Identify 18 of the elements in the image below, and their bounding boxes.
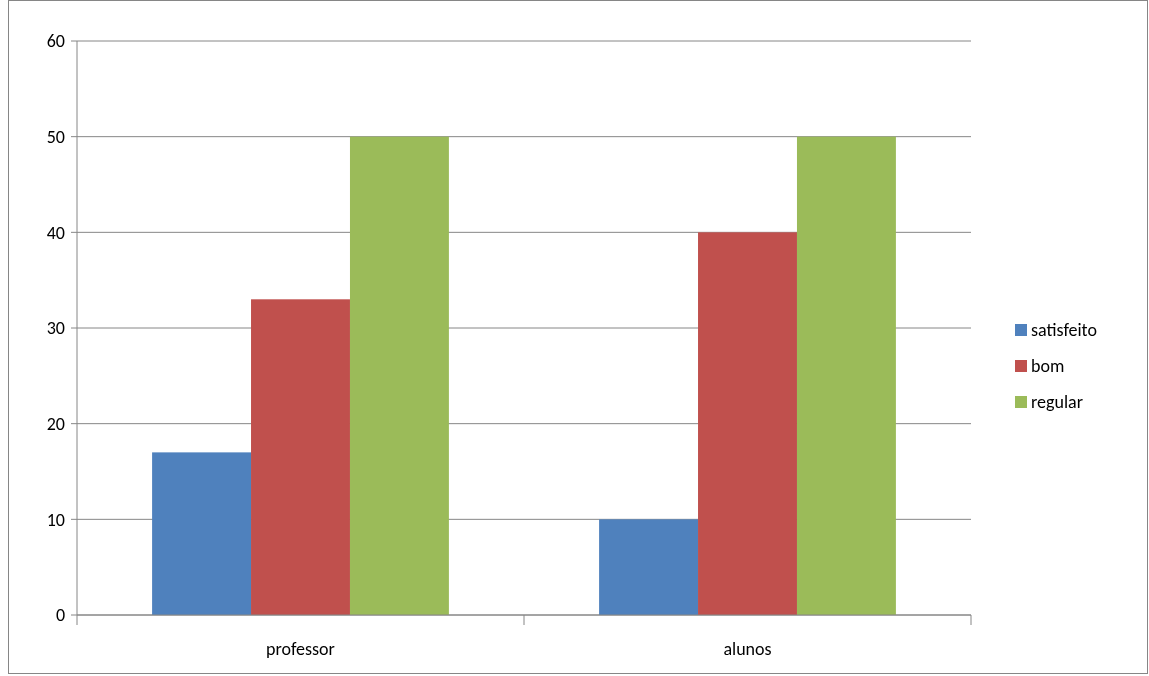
- legend-label: bom: [1031, 355, 1065, 378]
- y-tick-label: 20: [46, 412, 65, 435]
- y-tick-label: 60: [46, 30, 65, 53]
- bar: [152, 452, 252, 615]
- bar: [599, 519, 699, 615]
- legend-label: regular: [1031, 391, 1083, 414]
- legend-label: satisfeito: [1031, 319, 1097, 342]
- bar: [251, 299, 350, 615]
- bar: [796, 136, 896, 615]
- y-tick-label: 0: [55, 604, 65, 627]
- x-tick-label: professor: [266, 638, 335, 660]
- bar: [349, 136, 449, 615]
- x-tick-label: alunos: [723, 638, 772, 660]
- y-tick-label: 30: [46, 317, 65, 340]
- y-tick-label: 40: [46, 221, 65, 244]
- bar: [698, 232, 797, 615]
- y-tick-label: 10: [46, 508, 65, 531]
- y-tick-label: 50: [46, 125, 65, 148]
